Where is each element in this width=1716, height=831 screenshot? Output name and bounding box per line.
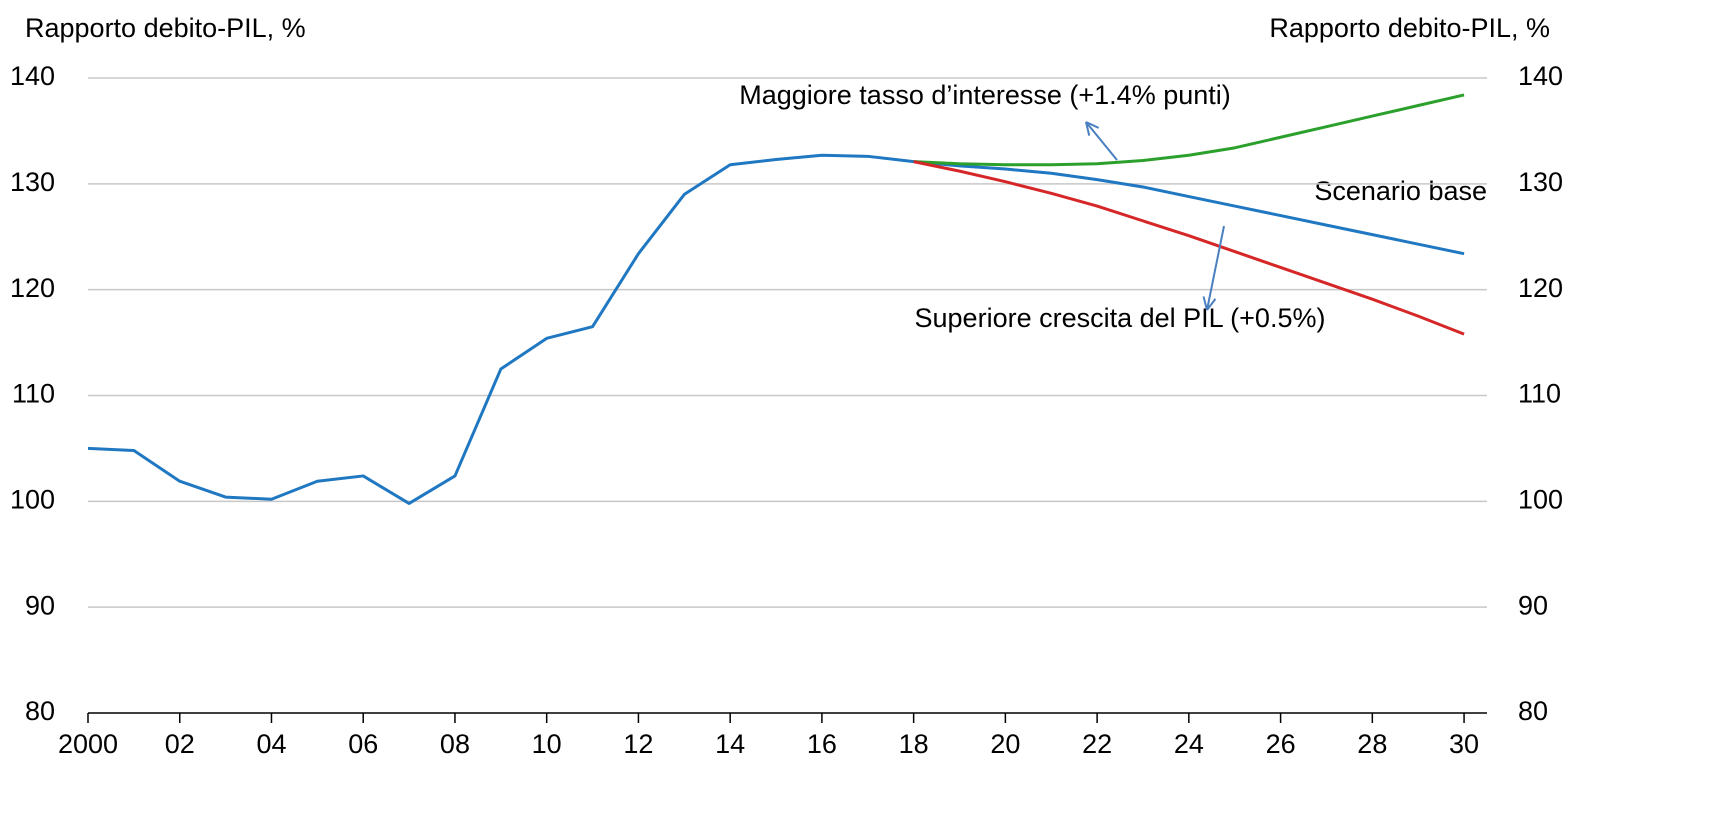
y-tick-label: 110 [12, 379, 55, 409]
series-line [913, 93, 1465, 167]
annotation-arrow [1206, 225, 1225, 311]
x-tick-label: 24 [1174, 729, 1204, 759]
x-tick-label: 28 [1357, 729, 1387, 759]
y-tick-label: 100 [10, 484, 55, 514]
x-tick-label: 12 [623, 729, 653, 759]
y-tick-label: 90 [25, 590, 55, 620]
x-tick-label: 18 [899, 729, 929, 759]
annotation: Scenario base [1314, 176, 1487, 206]
x-tick-label: 06 [348, 729, 378, 759]
x-tick-label: 02 [165, 729, 195, 759]
y-tick-label: 80 [25, 696, 55, 726]
x-tick-label: 2000 [58, 729, 118, 759]
annotation-arrow-head [1085, 121, 1091, 136]
y-tick-label: 140 [10, 61, 55, 91]
y2-axis-label: Rapporto debito-PIL, % [1269, 13, 1550, 43]
x-tick-label: 26 [1266, 729, 1296, 759]
series-line [87, 153, 1465, 505]
series-line [913, 160, 1465, 336]
y-axis-label: Rapporto debito-PIL, % [25, 13, 306, 43]
y2-tick-label: 120 [1518, 273, 1563, 303]
annotation-arrow-head [1206, 298, 1217, 311]
y2-tick-label: 80 [1518, 696, 1548, 726]
y2-tick-label: 130 [1518, 167, 1563, 197]
y2-tick-label: 140 [1518, 61, 1563, 91]
annotation-arrow [1085, 121, 1118, 161]
x-tick-label: 30 [1449, 729, 1479, 759]
y-tick-label: 130 [10, 167, 55, 197]
annotation-arrow-head [1085, 121, 1100, 129]
y2-tick-label: 110 [1518, 379, 1561, 409]
annotation: Maggiore tasso d’interesse (+1.4% punti) [739, 80, 1231, 110]
y2-tick-label: 100 [1518, 484, 1563, 514]
x-tick-label: 08 [440, 729, 470, 759]
x-tick-label: 04 [256, 729, 286, 759]
annotation-arrow-head [1202, 296, 1208, 311]
annotation: Superiore crescita del PIL (+0.5%) [915, 303, 1326, 333]
x-tick-label: 14 [715, 729, 745, 759]
y-tick-label: 120 [10, 273, 55, 303]
x-tick-label: 10 [532, 729, 562, 759]
y2-tick-label: 90 [1518, 590, 1548, 620]
x-tick-label: 22 [1082, 729, 1112, 759]
x-tick-label: 20 [990, 729, 1020, 759]
x-tick-label: 16 [807, 729, 837, 759]
